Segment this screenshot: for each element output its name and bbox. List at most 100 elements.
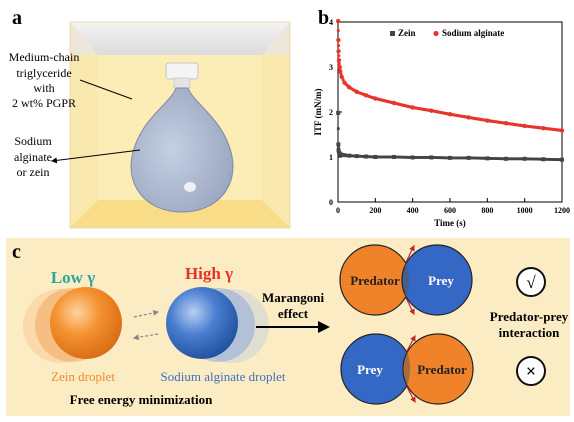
predator-label-top: Predator bbox=[350, 273, 400, 288]
zein-trail-point bbox=[476, 156, 480, 160]
zein-trail-point bbox=[425, 156, 429, 159]
predator-droplet-bottom bbox=[402, 333, 474, 405]
alginate-data-point bbox=[342, 80, 347, 85]
alginate-data-point bbox=[337, 64, 342, 70]
zein-trail-point bbox=[445, 156, 449, 160]
alginate-data-point bbox=[339, 74, 344, 80]
y-tick-label: 4 bbox=[329, 18, 333, 27]
zein-trail-point bbox=[403, 155, 407, 159]
zein-trail-point bbox=[369, 155, 373, 159]
zein-trail-point bbox=[520, 157, 523, 161]
zein-trail-point bbox=[419, 156, 422, 159]
zein-trail-point bbox=[499, 157, 503, 161]
zein-trail-point bbox=[454, 156, 458, 160]
zein-trail-point bbox=[383, 155, 387, 159]
zein-data-point bbox=[364, 154, 368, 159]
oil-label-line bbox=[79, 79, 133, 100]
alginate-data-point bbox=[466, 115, 471, 120]
neck-top bbox=[403, 262, 409, 298]
alginate-data-point bbox=[335, 18, 341, 24]
zein-trail-point bbox=[397, 155, 401, 159]
zein-trail-point bbox=[507, 157, 511, 161]
container-top bbox=[70, 22, 290, 55]
zein-trail-point bbox=[422, 156, 425, 159]
zein-trail-point bbox=[548, 158, 551, 161]
marangoni-label-line2: effect bbox=[278, 306, 309, 321]
alginate-trail-point bbox=[341, 78, 345, 82]
x-tick-label: 1000 bbox=[517, 206, 533, 215]
zein-trail-point bbox=[414, 156, 418, 159]
x-tick-label: 800 bbox=[481, 206, 493, 215]
zein-trail-point bbox=[551, 158, 555, 161]
itf-chart: 0 200 400 600 800 1000 1200 0 1 2 3 4 Time (s) ITF (m… bbox=[313, 18, 570, 228]
x-tick-label: 200 bbox=[369, 206, 381, 215]
alginate-data-point bbox=[336, 49, 341, 54]
alginate-data-point bbox=[410, 105, 415, 110]
zein-trail-point bbox=[352, 154, 356, 158]
y-tick-label: 1 bbox=[329, 153, 333, 162]
zein-data-point bbox=[410, 155, 415, 160]
y-tick-label: 0 bbox=[329, 198, 333, 207]
predator-label-bottom: Predator bbox=[417, 362, 467, 377]
zein-trail-point bbox=[545, 157, 548, 161]
zein-trail-point bbox=[417, 156, 421, 159]
oil-label: Medium-chain triglyceride with 2 wt% PGP… bbox=[9, 50, 80, 110]
zein-trail-point bbox=[554, 158, 558, 161]
zein-data-point bbox=[342, 153, 347, 158]
exchange-arrow-right bbox=[133, 310, 160, 318]
zein-trail-point bbox=[451, 156, 455, 160]
high-gamma-label: High γ bbox=[185, 264, 233, 283]
pendant-droplet bbox=[130, 87, 234, 213]
zein-trail-point bbox=[398, 155, 402, 159]
zein-trail-point bbox=[529, 157, 533, 161]
zein-trail-point bbox=[433, 156, 436, 159]
alginate-data-point bbox=[336, 58, 342, 63]
prey-label-bottom: Prey bbox=[357, 362, 383, 377]
svg-text:alginate: alginate bbox=[14, 150, 52, 164]
flow-arrow-bottom-down bbox=[406, 386, 416, 404]
zein-data-point bbox=[373, 155, 378, 159]
zein-trail-point bbox=[461, 156, 464, 160]
svg-text:2 wt% PGPR: 2 wt% PGPR bbox=[12, 96, 76, 110]
exchange-arrow-left bbox=[132, 333, 159, 341]
alginate-data-point bbox=[354, 89, 359, 94]
legend-marker-alginate bbox=[433, 30, 439, 37]
svg-text:or zein: or zein bbox=[17, 165, 50, 179]
zein-data-point bbox=[392, 155, 396, 159]
alginate-data-point bbox=[347, 85, 352, 90]
interaction-label-line1: Predator-prey bbox=[490, 309, 569, 324]
alginate-data-point bbox=[541, 126, 546, 131]
x-axis-label: Time (s) bbox=[434, 218, 466, 228]
panel-b-letter: b bbox=[318, 7, 329, 29]
zein-trail-point bbox=[555, 158, 559, 161]
zein-trail-point bbox=[498, 157, 502, 161]
zein-trail-point bbox=[471, 156, 475, 160]
zein-trail-point bbox=[359, 154, 363, 158]
zein-trail-point bbox=[370, 155, 374, 159]
zein-trail-point bbox=[440, 156, 444, 160]
zein-trail-point bbox=[549, 158, 553, 161]
marangoni-label-line1: Marangoni bbox=[262, 290, 325, 305]
zein-data-point bbox=[347, 153, 352, 158]
svg-text:Sodium: Sodium bbox=[14, 134, 52, 148]
zein-data-point bbox=[336, 148, 341, 153]
zein-trail-point bbox=[475, 156, 478, 160]
zein-trail-point bbox=[358, 154, 362, 158]
legend-label-alginate: Sodium alginate bbox=[442, 28, 504, 38]
x-tick-label: 0 bbox=[336, 206, 340, 215]
container-bottom bbox=[70, 200, 290, 228]
pair-top: Predator Prey bbox=[339, 244, 473, 316]
zein-trail-point bbox=[515, 157, 519, 161]
zein-trail-point bbox=[537, 157, 541, 161]
zein-trail-point bbox=[378, 155, 382, 159]
zein-trail-point bbox=[462, 156, 466, 160]
zein-trail-point bbox=[405, 155, 408, 159]
zein-trail-point bbox=[527, 157, 531, 161]
zein-data-point bbox=[560, 157, 564, 162]
zein-trail-point bbox=[395, 155, 399, 159]
check-symbol: √ bbox=[526, 273, 536, 292]
zein-droplet-label: Zein droplet bbox=[51, 369, 115, 384]
zein-trail-point bbox=[350, 154, 354, 158]
zein-data-point bbox=[466, 155, 471, 160]
legend-marker-zein bbox=[390, 31, 395, 36]
